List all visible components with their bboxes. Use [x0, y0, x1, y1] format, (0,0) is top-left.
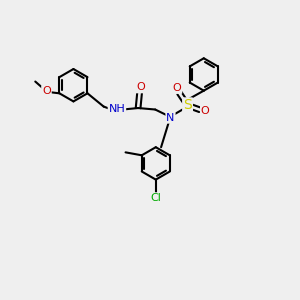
- Text: S: S: [183, 98, 192, 112]
- Text: O: O: [136, 82, 145, 92]
- Text: Cl: Cl: [150, 193, 161, 203]
- Text: NH: NH: [109, 104, 125, 114]
- Text: O: O: [172, 83, 182, 93]
- Text: O: O: [201, 106, 210, 116]
- Text: O: O: [42, 86, 51, 96]
- Text: N: N: [166, 113, 175, 123]
